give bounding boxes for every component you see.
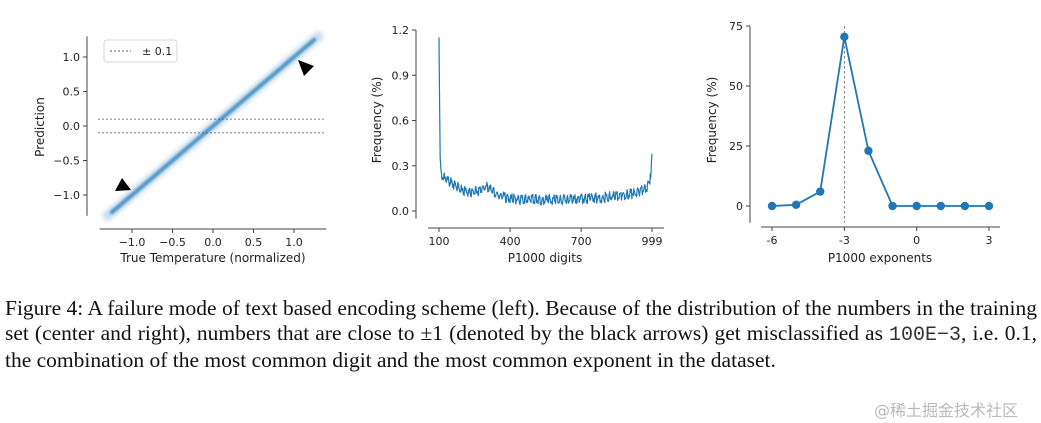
left-y-tick-label: −0.5 (53, 155, 80, 168)
right-x-tick-label: -3 (839, 234, 850, 247)
arrow-marker-upper (298, 60, 314, 76)
digits-frequency-line (438, 37, 653, 206)
middle-axes: 0.0 0.3 0.6 0.9 1.2 100 400 700 999 (392, 24, 664, 248)
data-point-marker (767, 201, 777, 211)
middle-y-tick-label: 0.3 (392, 160, 410, 173)
right-y-tick-label: 25 (729, 140, 743, 153)
data-point-marker (816, 187, 825, 196)
figure: −1.0 −0.5 0.0 0.5 1.0 −1.0 −0.5 0.0 0.5 1.0 ± 0.1… (33, 20, 1000, 265)
middle-x-tick-label: 700 (571, 235, 592, 248)
right-x-tick-label: -6 (767, 234, 778, 247)
left-chart-panel: −1.0 −0.5 0.0 0.5 1.0 −1.0 −0.5 0.0 0.5 1.0 ± 0.1… (33, 31, 327, 265)
left-y-tick-label: 0.0 (63, 120, 81, 133)
caption-code: 100E−3 (889, 323, 962, 347)
exponents-frequency-line (771, 36, 989, 207)
left-y-axis-label: Prediction (33, 97, 47, 157)
left-y-tick-label: 0.5 (63, 86, 81, 99)
middle-x-tick-label: 100 (429, 235, 450, 248)
legend-label: ± 0.1 (142, 45, 172, 58)
right-y-tick-label: 50 (729, 80, 743, 93)
exponents-frequency-series (767, 26, 994, 223)
middle-y-tick-label: 1.2 (392, 24, 410, 37)
middle-chart-panel: 0.0 0.3 0.6 0.9 1.2 100 400 700 999 P1000 digits… (370, 24, 664, 265)
left-y-tick-label: −1.0 (53, 189, 80, 202)
middle-x-tick-label: 999 (642, 235, 663, 248)
data-point-marker (888, 201, 897, 211)
right-chart-panel: 0 25 50 75 -6 -3 0 3 P1000 exponents Frequency … (705, 20, 1000, 265)
threshold-lines (98, 118, 326, 134)
middle-y-tick-label: 0.9 (392, 69, 410, 82)
watermark: @稀土掘金技术社区 (874, 401, 1019, 420)
left-x-tick-label: 0.5 (245, 236, 263, 249)
right-y-tick-label: 0 (736, 200, 743, 213)
middle-y-tick-label: 0.6 (392, 115, 410, 128)
data-point-marker (984, 201, 994, 211)
legend-box (103, 39, 178, 63)
right-x-tick-label: 3 (986, 234, 993, 247)
right-y-tick-label: 75 (729, 20, 743, 33)
data-point-marker (791, 200, 801, 209)
left-x-axis-label: True Temperature (normalized) (119, 251, 305, 265)
right-x-axis-label: P1000 exponents (828, 251, 932, 265)
data-point-marker (864, 146, 873, 155)
caption-text-1: A failure mode of text based encoding sc… (5, 296, 1037, 345)
middle-y-tick-label: 0.0 (392, 205, 410, 218)
left-x-tick-label: 1.0 (285, 236, 303, 249)
figure-caption: Figure 4: A failure mode of text based e… (5, 296, 1037, 373)
data-point-marker (840, 32, 849, 41)
middle-x-axis-label: P1000 digits (508, 251, 582, 265)
data-point-marker (912, 201, 921, 211)
caption-label: Figure 4: (5, 296, 84, 320)
arrow-marker-lower (115, 178, 131, 191)
middle-x-tick-label: 400 (500, 235, 521, 248)
left-x-tick-label: −1.0 (119, 236, 146, 249)
right-y-axis-label: Frequency (%) (705, 77, 719, 164)
digits-frequency-series (438, 37, 653, 206)
data-point-marker (936, 201, 945, 211)
legend: ± 0.1 (103, 39, 178, 63)
caption-text-2: , i.e. 0.1, the combination of the most … (5, 320, 1037, 373)
middle-y-axis-label: Frequency (%) (370, 77, 384, 164)
data-point-marker (960, 201, 970, 211)
annotation-arrows (115, 60, 314, 191)
left-x-tick-label: −0.5 (159, 236, 186, 249)
right-x-tick-label: 0 (913, 234, 920, 247)
left-axes: −1.0 −0.5 0.0 0.5 1.0 −1.0 −0.5 0.0 0.5 1.0 (53, 36, 327, 249)
left-x-tick-label: 0.0 (204, 236, 222, 249)
prediction-density (102, 31, 324, 221)
left-y-tick-label: 1.0 (63, 51, 81, 64)
right-axes: 0 25 50 75 -6 -3 0 3 (729, 20, 1000, 247)
